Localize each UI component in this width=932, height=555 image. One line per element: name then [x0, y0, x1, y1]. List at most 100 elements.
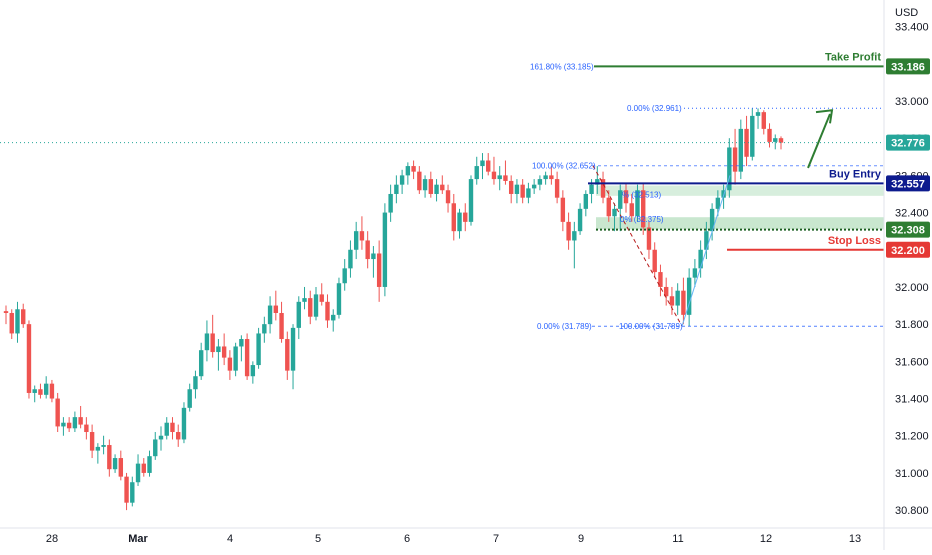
candle — [641, 182, 646, 235]
price-tag-bg — [886, 221, 930, 238]
candle-body — [164, 422, 169, 436]
candle-body — [78, 417, 83, 425]
candle-body — [445, 190, 451, 204]
candle-body — [181, 407, 187, 440]
candle-body — [342, 268, 347, 284]
candle — [773, 134, 778, 150]
candle-body — [744, 128, 749, 157]
candle-body — [526, 188, 531, 198]
candle-body — [359, 231, 365, 241]
candle — [376, 240, 382, 302]
candle-body — [55, 398, 60, 427]
candle — [497, 166, 502, 191]
candle — [26, 320, 32, 399]
candle — [486, 153, 491, 176]
candle-body — [773, 138, 778, 142]
candle — [336, 277, 342, 319]
candle — [308, 290, 313, 325]
time-tick-label: 4 — [227, 533, 233, 545]
candle-body — [623, 190, 629, 204]
candle — [549, 166, 554, 185]
candle-body — [767, 128, 772, 142]
candle-body — [388, 193, 393, 213]
candle-body — [646, 227, 652, 250]
candle — [124, 472, 129, 511]
candle-body — [543, 175, 548, 180]
level-title: Buy Entry — [829, 168, 882, 180]
candle-body — [285, 339, 290, 371]
candle-body — [486, 160, 491, 172]
candle-body — [738, 128, 744, 172]
candle-body — [3, 311, 9, 313]
candle — [445, 184, 451, 213]
price-tick-label: 32.400 — [895, 208, 929, 220]
price-tick-label: 33.000 — [895, 96, 929, 108]
candle-body — [411, 166, 416, 172]
candle-body — [422, 179, 428, 191]
candle — [267, 296, 273, 334]
candle-body — [135, 463, 141, 483]
candle — [210, 314, 215, 358]
candle-body — [124, 476, 129, 503]
candle — [43, 376, 49, 399]
candle-body — [336, 283, 342, 315]
support-zone — [596, 217, 884, 230]
arrow-shaft — [807, 113, 831, 169]
candle-body — [371, 253, 376, 260]
candle — [285, 331, 290, 380]
candle — [216, 339, 221, 371]
candle — [761, 110, 766, 135]
candle-body — [158, 435, 164, 440]
candles — [3, 108, 784, 511]
fib-label: 0.00% (31.789) — [537, 322, 592, 331]
candle-body — [554, 179, 560, 198]
fib-label: 0.00% (32.961) — [627, 104, 682, 113]
candle — [78, 405, 83, 429]
price-tag: 32.200 — [886, 241, 930, 258]
candle — [101, 435, 106, 455]
candle — [744, 115, 749, 167]
candle-body — [577, 208, 583, 232]
candle-body — [641, 190, 646, 228]
candle — [9, 309, 14, 340]
candle-body — [15, 309, 20, 334]
candle — [658, 264, 663, 297]
support-zone — [596, 185, 884, 196]
candle-body — [612, 208, 617, 217]
time-tick-label: 7 — [493, 533, 499, 545]
candle — [244, 333, 250, 380]
time-tick-label: 28 — [46, 533, 58, 545]
candle — [158, 426, 164, 451]
candle-body — [434, 184, 439, 194]
price-tag: 32.308 — [886, 221, 930, 238]
candle — [84, 417, 89, 440]
candle-body — [595, 179, 600, 185]
price-tick-label: 32.000 — [895, 282, 929, 294]
candle-body — [38, 389, 43, 395]
price-tick-label: 31.800 — [895, 319, 929, 331]
candle — [382, 203, 388, 297]
candle-body — [198, 350, 204, 377]
candle — [49, 379, 55, 403]
candle-body — [170, 422, 175, 433]
candle — [279, 301, 284, 343]
candle-body — [250, 365, 256, 377]
candle-body — [508, 180, 514, 194]
fib-diagonal — [592, 165, 683, 327]
candle — [348, 240, 353, 278]
candle-body — [566, 221, 571, 241]
time-tick-label: 12 — [760, 533, 772, 545]
candle-body — [89, 432, 95, 451]
support-zones — [596, 185, 884, 230]
candle — [72, 411, 78, 433]
candle-body — [463, 212, 468, 222]
price-tag-bg — [886, 134, 930, 151]
candle-body — [95, 446, 101, 451]
candle — [623, 182, 629, 213]
candle-body — [635, 190, 640, 217]
candle — [411, 160, 416, 180]
candle-body — [457, 212, 462, 232]
candle-body — [468, 179, 474, 222]
